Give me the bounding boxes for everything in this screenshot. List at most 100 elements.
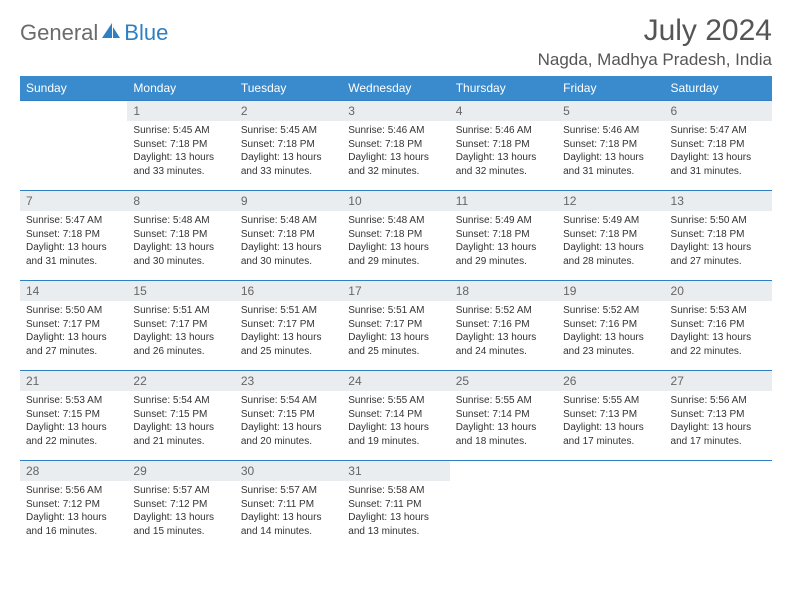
title-block: July 2024 Nagda, Madhya Pradesh, India (538, 14, 772, 70)
calendar-body: 1Sunrise: 5:45 AMSunset: 7:18 PMDaylight… (20, 101, 772, 551)
day-details: Sunrise: 5:51 AMSunset: 7:17 PMDaylight:… (342, 301, 449, 362)
calendar-cell-empty (20, 101, 127, 191)
logo-text-general: General (20, 20, 98, 46)
day-number: 27 (665, 371, 772, 391)
calendar-cell-empty (450, 461, 557, 551)
day-number: 15 (127, 281, 234, 301)
day-details: Sunrise: 5:48 AMSunset: 7:18 PMDaylight:… (235, 211, 342, 272)
day-details: Sunrise: 5:53 AMSunset: 7:16 PMDaylight:… (665, 301, 772, 362)
weekday-header: Monday (127, 76, 234, 101)
day-number: 28 (20, 461, 127, 481)
day-details: Sunrise: 5:50 AMSunset: 7:18 PMDaylight:… (665, 211, 772, 272)
calendar-cell: 15Sunrise: 5:51 AMSunset: 7:17 PMDayligh… (127, 281, 234, 371)
calendar-cell: 9Sunrise: 5:48 AMSunset: 7:18 PMDaylight… (235, 191, 342, 281)
day-details: Sunrise: 5:47 AMSunset: 7:18 PMDaylight:… (665, 121, 772, 182)
weekday-header: Thursday (450, 76, 557, 101)
day-details: Sunrise: 5:57 AMSunset: 7:11 PMDaylight:… (235, 481, 342, 542)
calendar-cell: 7Sunrise: 5:47 AMSunset: 7:18 PMDaylight… (20, 191, 127, 281)
day-number: 4 (450, 101, 557, 121)
day-details: Sunrise: 5:46 AMSunset: 7:18 PMDaylight:… (450, 121, 557, 182)
day-number: 21 (20, 371, 127, 391)
calendar-cell: 25Sunrise: 5:55 AMSunset: 7:14 PMDayligh… (450, 371, 557, 461)
day-details: Sunrise: 5:47 AMSunset: 7:18 PMDaylight:… (20, 211, 127, 272)
calendar-cell: 30Sunrise: 5:57 AMSunset: 7:11 PMDayligh… (235, 461, 342, 551)
day-details: Sunrise: 5:56 AMSunset: 7:13 PMDaylight:… (665, 391, 772, 452)
calendar-cell-empty (665, 461, 772, 551)
day-number: 22 (127, 371, 234, 391)
calendar-cell: 26Sunrise: 5:55 AMSunset: 7:13 PMDayligh… (557, 371, 664, 461)
day-number: 16 (235, 281, 342, 301)
day-details: Sunrise: 5:49 AMSunset: 7:18 PMDaylight:… (557, 211, 664, 272)
weekday-header: Wednesday (342, 76, 449, 101)
calendar-cell-empty (557, 461, 664, 551)
day-number: 29 (127, 461, 234, 481)
calendar-cell: 5Sunrise: 5:46 AMSunset: 7:18 PMDaylight… (557, 101, 664, 191)
day-number: 20 (665, 281, 772, 301)
day-details: Sunrise: 5:45 AMSunset: 7:18 PMDaylight:… (235, 121, 342, 182)
logo-sail-icon (100, 21, 122, 46)
calendar-cell: 12Sunrise: 5:49 AMSunset: 7:18 PMDayligh… (557, 191, 664, 281)
calendar-cell: 27Sunrise: 5:56 AMSunset: 7:13 PMDayligh… (665, 371, 772, 461)
day-number: 2 (235, 101, 342, 121)
calendar-row: 14Sunrise: 5:50 AMSunset: 7:17 PMDayligh… (20, 281, 772, 371)
day-details: Sunrise: 5:50 AMSunset: 7:17 PMDaylight:… (20, 301, 127, 362)
calendar-cell: 10Sunrise: 5:48 AMSunset: 7:18 PMDayligh… (342, 191, 449, 281)
day-number: 30 (235, 461, 342, 481)
calendar-row: 1Sunrise: 5:45 AMSunset: 7:18 PMDaylight… (20, 101, 772, 191)
day-number: 31 (342, 461, 449, 481)
logo-text-blue: Blue (124, 20, 168, 46)
day-number: 5 (557, 101, 664, 121)
day-details: Sunrise: 5:52 AMSunset: 7:16 PMDaylight:… (450, 301, 557, 362)
day-details: Sunrise: 5:55 AMSunset: 7:14 PMDaylight:… (450, 391, 557, 452)
calendar-cell: 4Sunrise: 5:46 AMSunset: 7:18 PMDaylight… (450, 101, 557, 191)
day-number: 26 (557, 371, 664, 391)
day-number: 13 (665, 191, 772, 211)
day-number: 7 (20, 191, 127, 211)
calendar-cell: 31Sunrise: 5:58 AMSunset: 7:11 PMDayligh… (342, 461, 449, 551)
calendar-cell: 6Sunrise: 5:47 AMSunset: 7:18 PMDaylight… (665, 101, 772, 191)
weekday-header: Saturday (665, 76, 772, 101)
day-number: 14 (20, 281, 127, 301)
calendar-table: SundayMondayTuesdayWednesdayThursdayFrid… (20, 76, 772, 551)
day-details: Sunrise: 5:54 AMSunset: 7:15 PMDaylight:… (235, 391, 342, 452)
weekday-header: Tuesday (235, 76, 342, 101)
day-number: 23 (235, 371, 342, 391)
calendar-cell: 13Sunrise: 5:50 AMSunset: 7:18 PMDayligh… (665, 191, 772, 281)
day-details: Sunrise: 5:55 AMSunset: 7:13 PMDaylight:… (557, 391, 664, 452)
day-number: 24 (342, 371, 449, 391)
day-number: 18 (450, 281, 557, 301)
day-number: 11 (450, 191, 557, 211)
calendar-cell: 18Sunrise: 5:52 AMSunset: 7:16 PMDayligh… (450, 281, 557, 371)
calendar-cell: 23Sunrise: 5:54 AMSunset: 7:15 PMDayligh… (235, 371, 342, 461)
month-title: July 2024 (538, 14, 772, 48)
calendar-cell: 3Sunrise: 5:46 AMSunset: 7:18 PMDaylight… (342, 101, 449, 191)
day-details: Sunrise: 5:56 AMSunset: 7:12 PMDaylight:… (20, 481, 127, 542)
calendar-row: 28Sunrise: 5:56 AMSunset: 7:12 PMDayligh… (20, 461, 772, 551)
day-details: Sunrise: 5:58 AMSunset: 7:11 PMDaylight:… (342, 481, 449, 542)
day-number: 1 (127, 101, 234, 121)
calendar-cell: 17Sunrise: 5:51 AMSunset: 7:17 PMDayligh… (342, 281, 449, 371)
calendar-cell: 24Sunrise: 5:55 AMSunset: 7:14 PMDayligh… (342, 371, 449, 461)
day-number: 3 (342, 101, 449, 121)
weekday-header-row: SundayMondayTuesdayWednesdayThursdayFrid… (20, 76, 772, 101)
day-number: 9 (235, 191, 342, 211)
day-details: Sunrise: 5:48 AMSunset: 7:18 PMDaylight:… (127, 211, 234, 272)
calendar-cell: 1Sunrise: 5:45 AMSunset: 7:18 PMDaylight… (127, 101, 234, 191)
day-details: Sunrise: 5:51 AMSunset: 7:17 PMDaylight:… (127, 301, 234, 362)
day-number: 6 (665, 101, 772, 121)
weekday-header: Friday (557, 76, 664, 101)
day-details: Sunrise: 5:51 AMSunset: 7:17 PMDaylight:… (235, 301, 342, 362)
day-details: Sunrise: 5:49 AMSunset: 7:18 PMDaylight:… (450, 211, 557, 272)
calendar-cell: 14Sunrise: 5:50 AMSunset: 7:17 PMDayligh… (20, 281, 127, 371)
calendar-cell: 8Sunrise: 5:48 AMSunset: 7:18 PMDaylight… (127, 191, 234, 281)
calendar-cell: 19Sunrise: 5:52 AMSunset: 7:16 PMDayligh… (557, 281, 664, 371)
calendar-cell: 11Sunrise: 5:49 AMSunset: 7:18 PMDayligh… (450, 191, 557, 281)
calendar-cell: 28Sunrise: 5:56 AMSunset: 7:12 PMDayligh… (20, 461, 127, 551)
calendar-cell: 21Sunrise: 5:53 AMSunset: 7:15 PMDayligh… (20, 371, 127, 461)
day-details: Sunrise: 5:46 AMSunset: 7:18 PMDaylight:… (557, 121, 664, 182)
calendar-cell: 29Sunrise: 5:57 AMSunset: 7:12 PMDayligh… (127, 461, 234, 551)
day-details: Sunrise: 5:54 AMSunset: 7:15 PMDaylight:… (127, 391, 234, 452)
day-details: Sunrise: 5:52 AMSunset: 7:16 PMDaylight:… (557, 301, 664, 362)
logo: General Blue (20, 14, 168, 46)
calendar-cell: 16Sunrise: 5:51 AMSunset: 7:17 PMDayligh… (235, 281, 342, 371)
